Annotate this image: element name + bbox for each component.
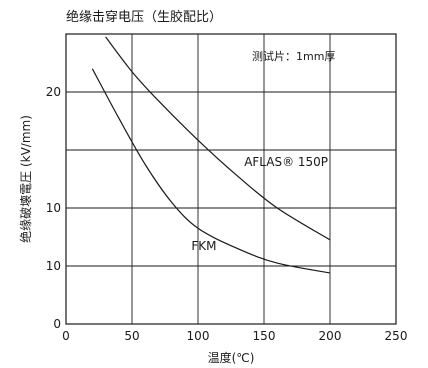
y-tick-label: 10 [46, 259, 61, 273]
x-axis-label: 温度(℃) [208, 350, 255, 365]
series-line [105, 36, 331, 241]
y-tick-label: 0 [53, 317, 61, 331]
series-line [91, 68, 331, 274]
x-tick-label: 150 [253, 329, 276, 343]
series-lines: AFLAS® 150P FKM [91, 36, 331, 274]
series-label: FKM [191, 239, 216, 253]
plot-frame [65, 33, 397, 325]
y-tick-label: 10 [46, 201, 61, 215]
axis-ticks: 0 50 100 150 200 250 0 10 10 20 [46, 85, 408, 343]
grid-lines [66, 34, 396, 324]
specimen-annotation: 测试片：1mm厚 [252, 50, 335, 63]
x-tick-label: 50 [124, 329, 139, 343]
series-label: AFLAS® 150P [244, 155, 328, 169]
y-tick-label: 20 [46, 85, 61, 99]
chart-title: 绝缘击穿电压（生胶配比） [66, 10, 223, 25]
y-axis-label: 绝缘破壊電圧 (kV/mm) [18, 115, 33, 243]
x-tick-label: 250 [385, 329, 408, 343]
x-tick-label: 0 [62, 329, 70, 343]
x-tick-label: 100 [187, 329, 210, 343]
x-tick-label: 200 [319, 329, 342, 343]
